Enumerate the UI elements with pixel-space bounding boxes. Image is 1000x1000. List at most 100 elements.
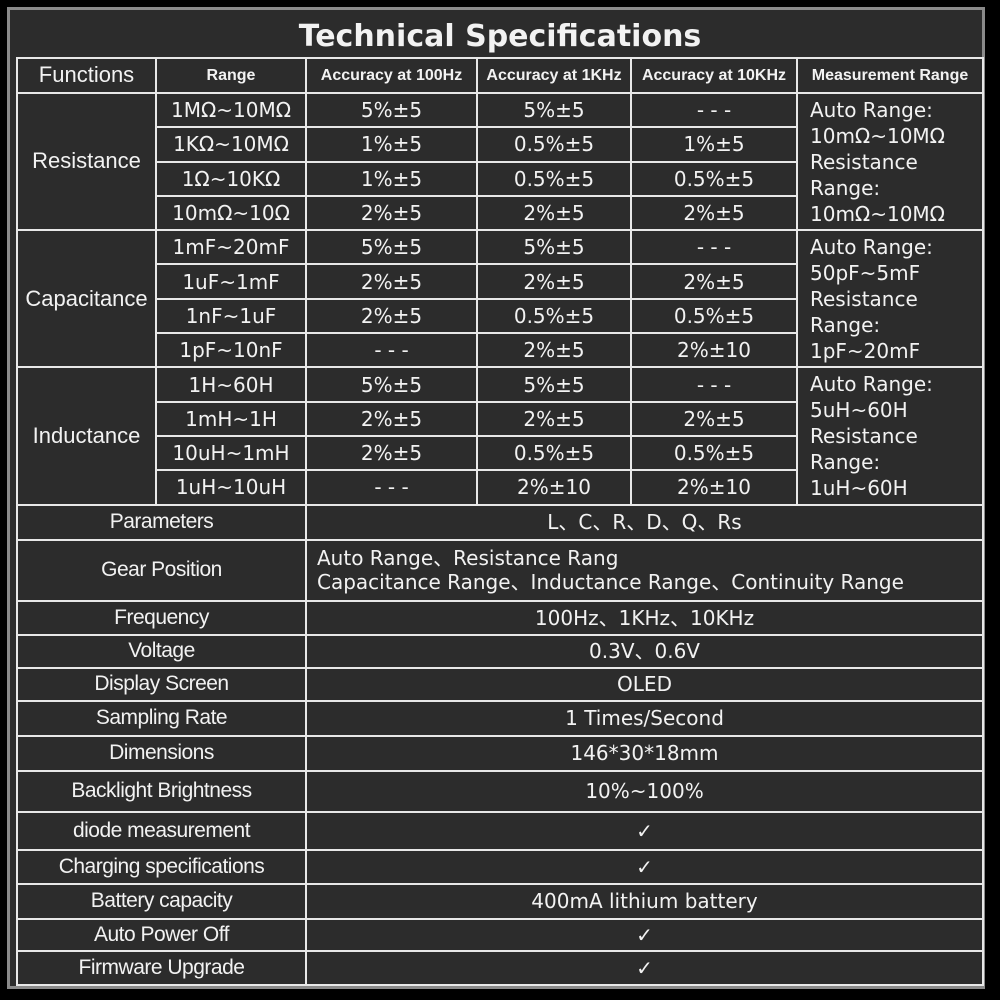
- header-cell: Functions: [16, 57, 157, 94]
- header-cell: Measurement Range: [795, 57, 985, 94]
- spec-label: Frequency: [16, 599, 307, 636]
- spec-value: 400mA lithium battery: [304, 882, 985, 920]
- accuracy-cell: - - -: [630, 91, 798, 129]
- spec-label: Sampling Rate: [16, 699, 307, 737]
- frame: Technical Specifications Functions Range Ac…: [7, 7, 985, 989]
- spec-value: L、C、R、D、Q、Rs: [304, 503, 985, 541]
- spec-label: Backlight Brightness: [16, 769, 307, 813]
- text-line: Range:: [810, 312, 881, 337]
- accuracy-cell: 0.5%±5: [476, 126, 632, 163]
- table-row: Parameters L、C、R、D、Q、Rs: [16, 503, 985, 541]
- measurement-range: Auto Range: 50pF~5mF Resistance Range: 1pF~2…: [795, 229, 985, 369]
- spec-value: 1 Times/Second: [304, 699, 985, 737]
- accuracy-cell: 5%±5: [305, 91, 478, 129]
- accuracy-cell: 0.5%±5: [630, 160, 798, 197]
- range-cell: 1uF~1mF: [155, 263, 307, 300]
- range-cell: 1KΩ~10MΩ: [155, 126, 307, 163]
- header-cell: Accuracy at 100Hz: [305, 57, 478, 94]
- title: Technical Specifications: [17, 16, 984, 59]
- accuracy-cell: 5%±5: [476, 91, 632, 129]
- table-row: Capacitance 1mF~20mF 5%±5 5%±5- - - Auto Ran…: [16, 229, 985, 369]
- text-line: 10mΩ~10MΩ: [810, 123, 945, 148]
- spec-value: ✓: [304, 810, 985, 851]
- text-line: 10mΩ~10MΩ: [810, 201, 945, 226]
- spec-value: 0.3V、0.6V: [304, 633, 985, 669]
- table-row: Auto Power Off ✓: [16, 917, 985, 952]
- accuracy-cell: 2%±10: [630, 469, 798, 506]
- spec-value: 146*30*18mm: [304, 734, 985, 772]
- table-row: 1uH~10uH - - -2%±10 2%±10: [17, 469, 983, 506]
- accuracy-cell: - - -: [305, 469, 478, 506]
- table-row: Functions Range Accuracy at 100Hz Accuracy …: [16, 57, 985, 94]
- table-row: Display Screen OLED: [16, 666, 985, 702]
- table-row: 10mΩ~10Ω 2%±5 2%±5 2%±5: [17, 194, 983, 232]
- table-row: Charging specifications ✓: [16, 848, 985, 885]
- accuracy-cell: 2%±5: [630, 400, 798, 437]
- accuracy-cell: 2%±5: [630, 194, 798, 232]
- header-cell: Accuracy at 10KHz: [630, 57, 798, 94]
- spec-value: ✓: [304, 848, 985, 885]
- spec-label: Battery capacity: [16, 882, 307, 920]
- range-cell: 1MΩ~10MΩ: [155, 91, 307, 129]
- accuracy-cell: 0.5%±5: [630, 297, 798, 335]
- range-cell: 1mH~1H: [155, 400, 307, 437]
- spec-value: ✓: [304, 917, 985, 952]
- range-cell: 1nF~1uF: [155, 297, 307, 335]
- header-cell: Range: [155, 57, 307, 94]
- accuracy-cell: 2%±5: [630, 263, 798, 300]
- range-cell: 1H~60H: [155, 366, 307, 403]
- table-row: Backlight Brightness 10%~100%: [16, 769, 985, 813]
- spec-label: Gear Position: [16, 538, 307, 602]
- accuracy-cell: 2%±5: [305, 434, 478, 472]
- accuracy-cell: 2%±5: [476, 194, 632, 232]
- accuracy-cell: 0.5%±5: [476, 434, 632, 472]
- accuracy-cell: 5%±5: [476, 366, 632, 403]
- accuracy-cell: 5%±5: [305, 229, 478, 266]
- range-cell: 1pF~10nF: [155, 332, 307, 369]
- accuracy-cell: 0.5%±5: [630, 434, 798, 472]
- function-cell: Resistance: [16, 91, 157, 232]
- table-row: Resistance 1MΩ~10MΩ 5%±5 5%±5- - - Auto Rang…: [16, 91, 985, 232]
- text-line: 1pF~20mF: [810, 338, 921, 363]
- spec-label: Display Screen: [16, 666, 307, 702]
- accuracy-cell: 1%±5: [630, 126, 798, 163]
- spec-label: Parameters: [16, 503, 307, 541]
- spec-value: ✓: [304, 949, 985, 986]
- spec-table: Technical Specifications Functions Range Ac…: [16, 16, 985, 986]
- range-cell: 1mF~20mF: [155, 229, 307, 266]
- table-row: Technical Specifications: [17, 16, 984, 59]
- text-line: Resistance: [810, 286, 918, 311]
- table-row: diode measurement ✓: [16, 810, 985, 851]
- table-row: Sampling Rate 1 Times/Second: [16, 699, 985, 737]
- range-cell: 10mΩ~10Ω: [155, 194, 307, 232]
- accuracy-cell: 0.5%±5: [476, 297, 632, 335]
- range-cell: 1uH~10uH: [155, 469, 307, 506]
- accuracy-cell: - - -: [305, 332, 478, 369]
- table-row: 1uF~1mF 2%±5 2%±5 2%±5: [17, 263, 983, 300]
- accuracy-cell: 0.5%±5: [476, 160, 632, 197]
- accuracy-cell: 2%±10: [476, 469, 632, 506]
- spec-value: 10%~100%: [304, 769, 985, 813]
- text-line: Auto Range:: [810, 97, 933, 122]
- table-row: Frequency 100Hz、1KHz、10KHz: [16, 599, 985, 636]
- accuracy-cell: 2%±5: [305, 297, 478, 335]
- accuracy-cell: 1%±5: [305, 160, 478, 197]
- accuracy-cell: 2%±5: [305, 400, 478, 437]
- range-cell: 1Ω~10KΩ: [155, 160, 307, 197]
- text-line: 50pF~5mF: [810, 260, 921, 285]
- accuracy-cell: 2%±5: [476, 263, 632, 300]
- accuracy-cell: 5%±5: [476, 229, 632, 266]
- function-cell: Capacitance: [16, 229, 157, 369]
- accuracy-cell: 5%±5: [305, 366, 478, 403]
- spec-value: OLED: [304, 666, 985, 702]
- text-line: Range:: [810, 175, 881, 200]
- table-row: 1Ω~10KΩ 1%±5 0.5%±5 0.5%±5: [17, 160, 983, 197]
- table-row: Inductance 1H~60H 5%±5 5%±5- - - Auto Range:…: [16, 366, 985, 506]
- spec-label: diode measurement: [16, 810, 307, 851]
- text-line: 1uH~60H: [810, 475, 908, 500]
- accuracy-cell: 2%±5: [476, 400, 632, 437]
- text-line: Resistance: [810, 149, 918, 174]
- accuracy-cell: - - -: [630, 366, 798, 403]
- accuracy-cell: 2%±5: [305, 194, 478, 232]
